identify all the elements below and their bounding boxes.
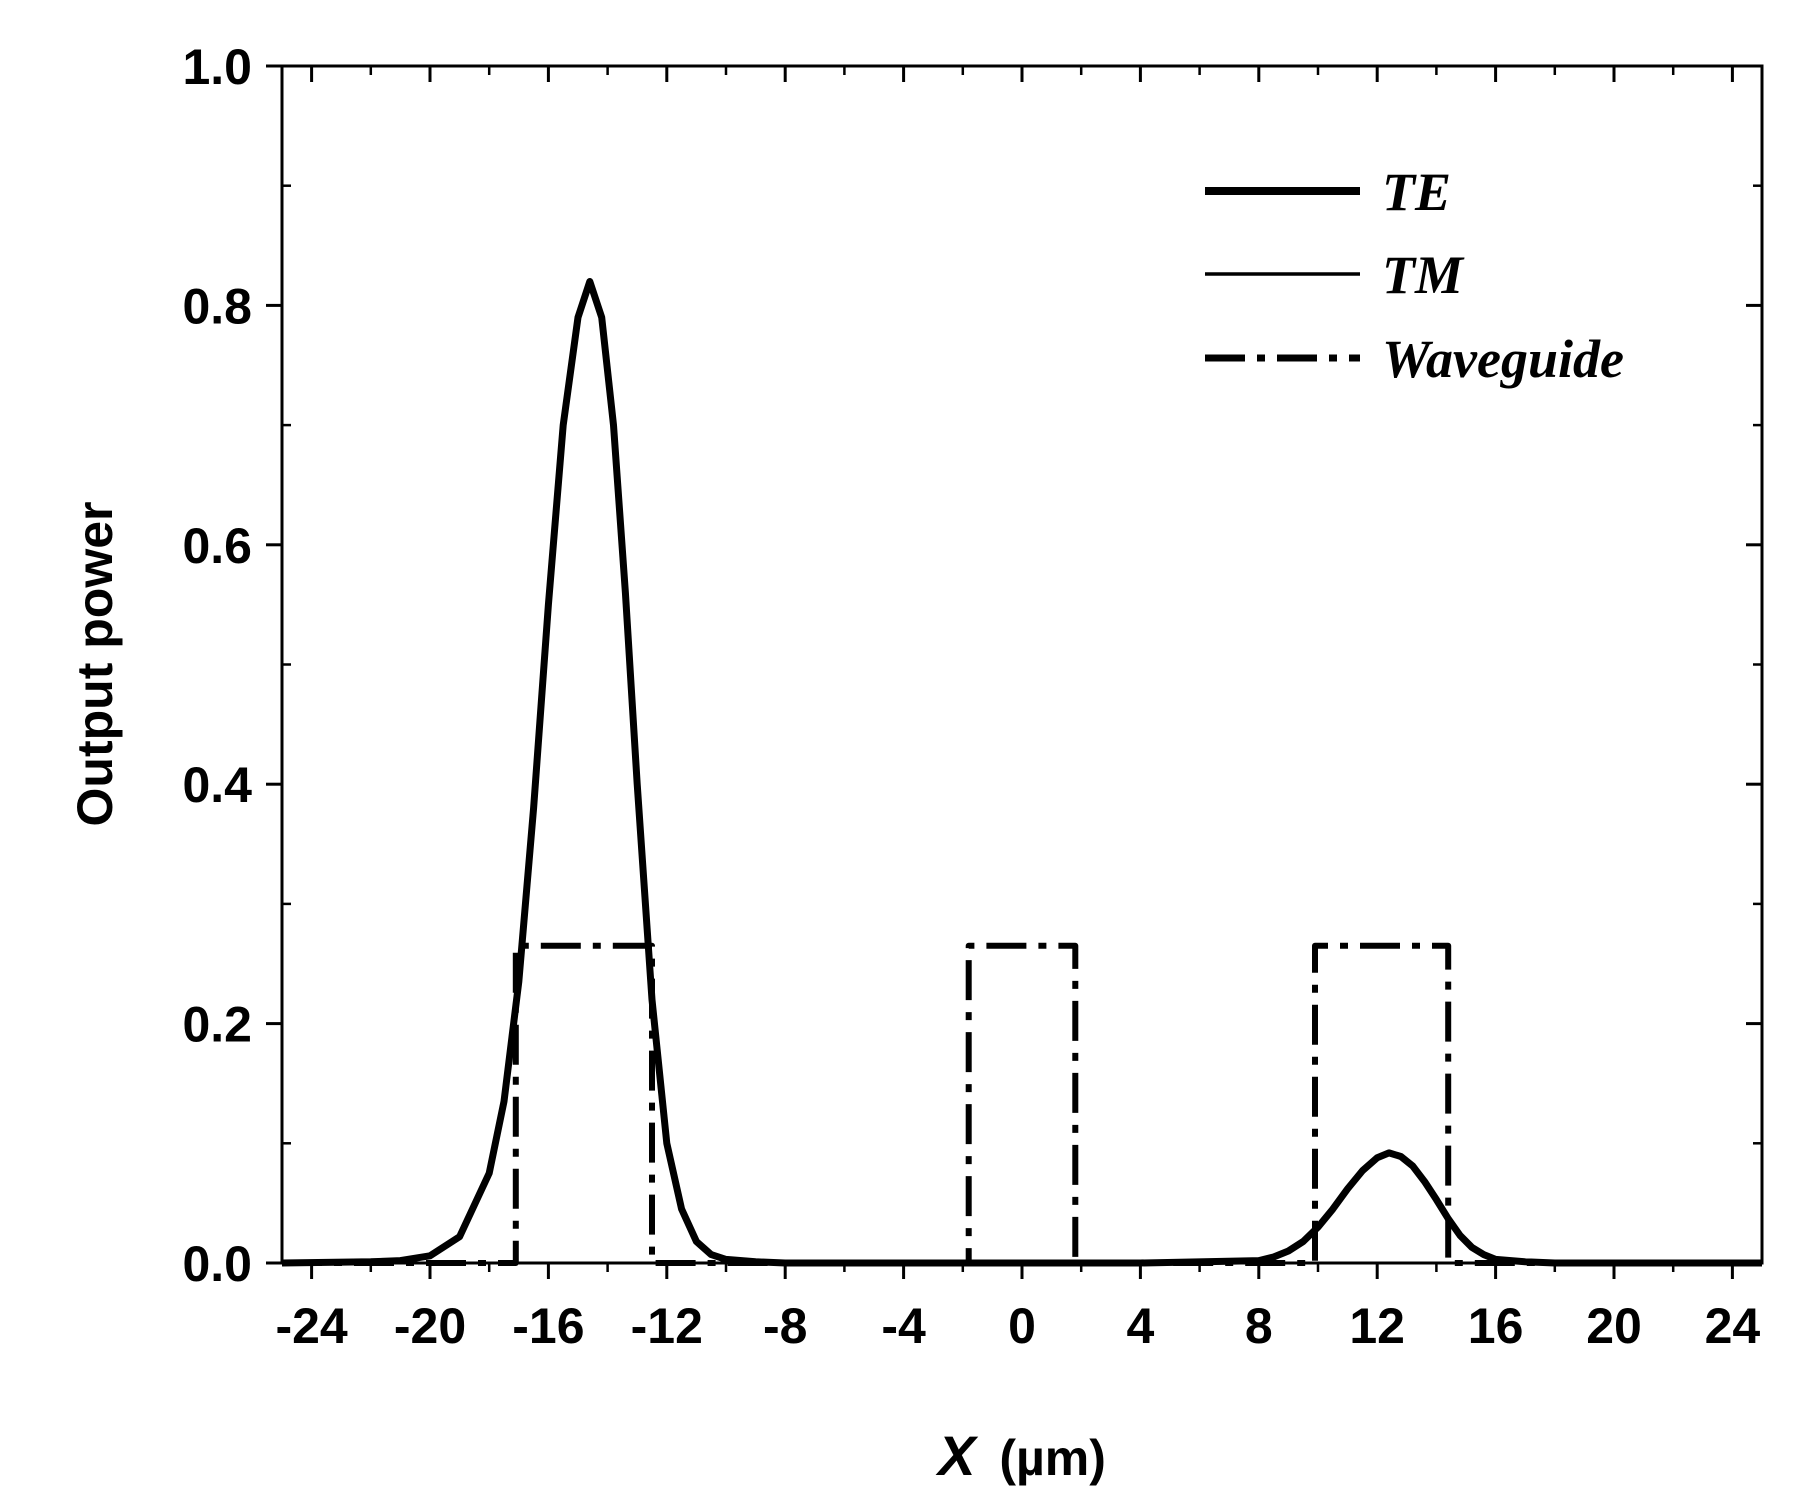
series-line-waveguide [282, 942, 1762, 1266]
y-axis-label: Output power [67, 502, 123, 827]
x-tick-label: -20 [394, 1298, 466, 1354]
x-tick-label: -4 [881, 1298, 926, 1354]
x-tick-label: 4 [1126, 1298, 1154, 1354]
y-tick-label: 0.8 [182, 278, 252, 334]
legend-label-tm: TM [1382, 245, 1465, 305]
x-axis-unit: (µm) [999, 1430, 1106, 1486]
y-tick-label: 0.2 [182, 997, 252, 1053]
x-tick-label: 12 [1349, 1298, 1405, 1354]
x-tick-label: -16 [512, 1298, 584, 1354]
y-tick-label: 0.4 [182, 757, 252, 813]
legend-label-te: TE [1382, 162, 1451, 222]
x-tick-label: 20 [1586, 1298, 1642, 1354]
x-tick-label: -12 [631, 1298, 703, 1354]
series-line-te [281, 278, 1762, 1267]
x-tick-label: 8 [1245, 1298, 1273, 1354]
x-axis-variable: X [935, 1424, 979, 1487]
y-ticks: 0.0 0.2 0.4 0.6 0.8 1.0 [182, 39, 1762, 1292]
x-axis-label: X (µm) [935, 1424, 1106, 1487]
x-tick-label: 16 [1468, 1298, 1524, 1354]
y-tick-label: 0.6 [182, 518, 252, 574]
y-tick-label: 0.0 [182, 1236, 252, 1292]
x-tick-label: -24 [275, 1298, 347, 1354]
x-tick-label: -8 [763, 1298, 807, 1354]
x-tick-label: 0 [1008, 1298, 1036, 1354]
x-tick-label: 24 [1705, 1298, 1761, 1354]
legend: TE TM Waveguide [1205, 162, 1624, 389]
series-layer [281, 278, 1762, 1267]
x-ticks: -24 -20 -16 -12 -8 -4 0 4 8 12 16 20 24 [275, 66, 1760, 1354]
legend-label-waveguide: Waveguide [1382, 329, 1624, 389]
y-tick-label: 1.0 [182, 39, 252, 95]
